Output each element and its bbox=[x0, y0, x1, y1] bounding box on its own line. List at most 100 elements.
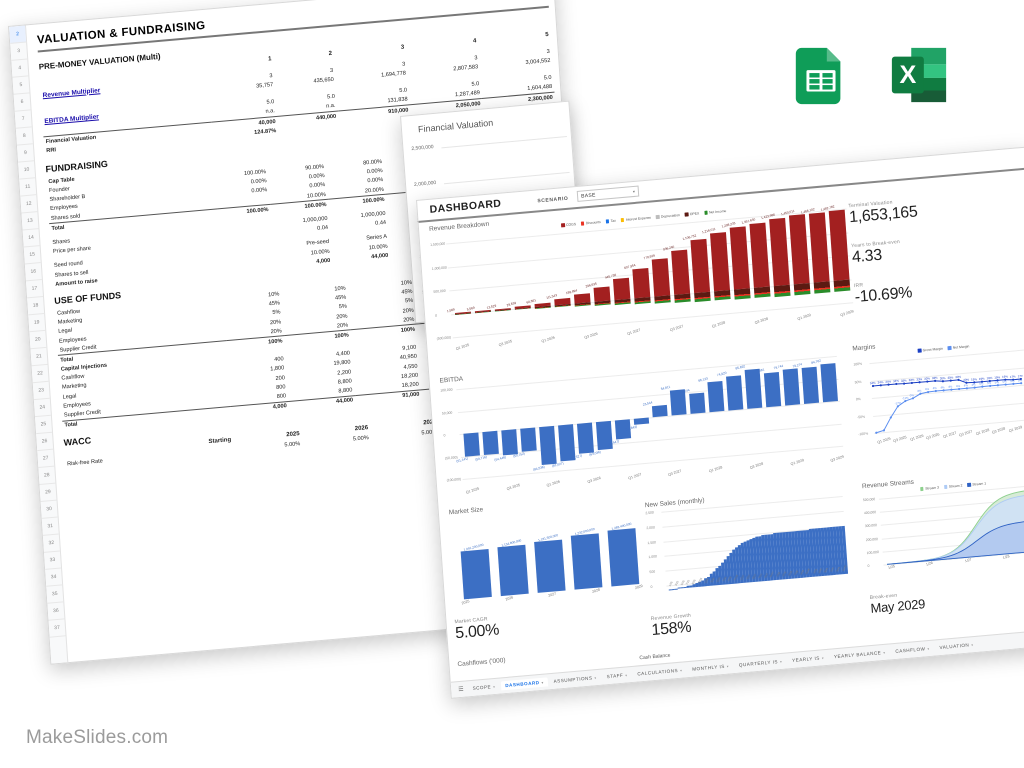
x-tick: 1/25 bbox=[887, 564, 896, 571]
bar-rect bbox=[764, 372, 782, 408]
legend-item: Tax bbox=[605, 218, 617, 224]
row-number[interactable]: 24 bbox=[33, 398, 51, 418]
x-tick: Q3 2025 bbox=[498, 339, 513, 348]
row-number[interactable]: 5 bbox=[12, 76, 30, 95]
tab-valuation[interactable]: VALUATION ▾ bbox=[935, 640, 978, 653]
x-tick: Q1 2028 bbox=[711, 320, 727, 329]
row-number[interactable]: 32 bbox=[42, 534, 60, 553]
excel-icon[interactable]: X bbox=[888, 44, 950, 106]
row-number[interactable]: 36 bbox=[47, 602, 65, 621]
legend-label: Stream 3 bbox=[925, 485, 940, 491]
row-number[interactable]: 20 bbox=[29, 330, 47, 350]
chevron-down-icon[interactable]: ▾ bbox=[625, 672, 628, 678]
x-tick: Q3 2027 bbox=[668, 468, 683, 477]
row-number[interactable]: 11 bbox=[19, 178, 37, 197]
scenario-select[interactable]: BASE ▾ bbox=[576, 185, 640, 202]
tab-label: VALUATION bbox=[939, 642, 970, 651]
google-sheets-icon[interactable] bbox=[790, 44, 852, 106]
tab-quarterly-is[interactable]: QUARTERLY IS ▾ bbox=[735, 657, 787, 670]
svg-text:4%: 4% bbox=[956, 384, 961, 388]
row-number[interactable]: 7 bbox=[14, 110, 32, 129]
row-number[interactable]: 15 bbox=[23, 246, 41, 265]
chevron-down-icon[interactable]: ▾ bbox=[883, 650, 886, 655]
legend-swatch bbox=[561, 223, 565, 228]
chevron-down-icon[interactable]: ▾ bbox=[779, 659, 783, 664]
bar-rect bbox=[577, 422, 594, 455]
bar[interactable]: 1,232,000,000 bbox=[567, 515, 605, 590]
svg-text:20%: 20% bbox=[963, 377, 969, 382]
chevron-down-icon[interactable]: ▾ bbox=[492, 684, 496, 689]
row-number[interactable]: 30 bbox=[40, 500, 58, 519]
row-number[interactable]: 6 bbox=[13, 93, 31, 112]
row-number[interactable]: 22 bbox=[31, 364, 49, 384]
tab-assumptions[interactable]: ASSUMPTIONS ▾ bbox=[549, 673, 601, 686]
row-number[interactable]: 19 bbox=[28, 313, 46, 333]
tab-yearly-balance[interactable]: YEARLY BALANCE ▾ bbox=[830, 647, 890, 661]
svg-text:34%: 34% bbox=[877, 380, 883, 385]
row-number[interactable]: 21 bbox=[30, 347, 48, 367]
row-number[interactable]: 34 bbox=[45, 568, 63, 587]
chevron-down-icon[interactable]: ▾ bbox=[594, 675, 597, 680]
margins-chart[interactable]: 100% 50% 0% -50% -100% 34% 34% 34% 34% 33% 33% 33% 3… bbox=[853, 345, 1024, 453]
row-number[interactable]: 12 bbox=[20, 195, 38, 214]
legend-label: Tax bbox=[610, 218, 617, 224]
chevron-down-icon[interactable]: ▾ bbox=[927, 646, 930, 651]
tab-dashboard[interactable]: DASHBOARD ▾ bbox=[500, 677, 548, 691]
tab-monthly-is[interactable]: MONTHLY IS ▾ bbox=[688, 661, 733, 674]
tab-scope[interactable]: SCOPE ▾ bbox=[468, 682, 499, 694]
row-number[interactable]: 14 bbox=[22, 229, 40, 248]
revenue-streams-panel: Revenue Streams Stream 3 Stream 2 Stream 1… bbox=[861, 467, 1024, 595]
chevron-down-icon[interactable]: ▾ bbox=[971, 642, 974, 647]
revenue-streams-chart[interactable]: 500,000 400,000 300,000 200,000 100,000 0 1/25… bbox=[863, 482, 1024, 584]
row-number[interactable]: 3 bbox=[10, 42, 28, 61]
chevron-down-icon[interactable]: ▾ bbox=[679, 668, 683, 673]
row-number[interactable]: 16 bbox=[24, 263, 42, 282]
tab-staff[interactable]: STAFF ▾ bbox=[602, 670, 631, 682]
dashboard-sheet[interactable]: DASHBOARD SCENARIO BASE ▾ Revenue Breakd… bbox=[416, 146, 1024, 699]
tab-label: ASSUMPTIONS bbox=[553, 675, 593, 684]
chevron-down-icon[interactable]: ▾ bbox=[541, 680, 544, 685]
svg-text:33%: 33% bbox=[924, 376, 930, 381]
row-number[interactable]: 28 bbox=[38, 466, 56, 486]
row-number[interactable]: 33 bbox=[43, 551, 62, 570]
bar[interactable]: 1,283,400,000 bbox=[604, 512, 642, 587]
tab-calculations[interactable]: CALCULATIONS ▾ bbox=[633, 665, 687, 679]
bar-segment-cogs bbox=[613, 277, 631, 300]
market-size-chart[interactable]: 1,091,200,000 1,134,800,000 1,181,500,000 1… bbox=[449, 502, 645, 614]
row-number[interactable]: 13 bbox=[21, 212, 39, 231]
row-number[interactable]: 37 bbox=[48, 619, 66, 638]
row-number[interactable]: 25 bbox=[34, 415, 53, 435]
row-number[interactable]: 4 bbox=[11, 59, 29, 78]
legend-item: Net Margin bbox=[947, 344, 969, 350]
bar[interactable]: 1,134,800,000 bbox=[493, 522, 531, 597]
bar-rect bbox=[607, 528, 640, 587]
row-number[interactable]: 10 bbox=[18, 161, 36, 180]
row-number[interactable]: 31 bbox=[41, 517, 59, 536]
tab-yearly-is[interactable]: YEARLY IS ▾ bbox=[788, 653, 829, 665]
legend-label: Discounts bbox=[585, 219, 601, 226]
tab-cashflow[interactable]: CASHFLOW ▾ bbox=[891, 644, 934, 657]
row-number[interactable]: 29 bbox=[39, 483, 57, 502]
margins-panel: Margins Gross Margin Net Margin 100% 50% 0%… bbox=[852, 329, 1024, 464]
new-sales-chart[interactable]: 2,500 2,000 1,500 1,000 500 0 1/25 3/25 5/25 7/25… bbox=[645, 494, 851, 607]
row-number[interactable]: 8 bbox=[15, 127, 33, 146]
row-number[interactable]: 27 bbox=[37, 449, 55, 469]
bar[interactable]: 1,091,200,000 bbox=[456, 525, 494, 600]
row-number[interactable]: 23 bbox=[32, 381, 50, 401]
chevron-down-icon[interactable]: ▾ bbox=[726, 663, 730, 669]
chevron-down-icon[interactable]: ▾ bbox=[821, 655, 825, 660]
x-tick: 2025 bbox=[461, 599, 470, 606]
bar[interactable]: 1,181,500,000 bbox=[530, 518, 568, 593]
row-number[interactable]: 9 bbox=[16, 144, 35, 163]
x-tick: 1/28 bbox=[1001, 554, 1010, 561]
row-number[interactable]: 17 bbox=[25, 280, 44, 299]
bar-segment-cogs bbox=[789, 214, 810, 284]
row-number[interactable]: 26 bbox=[36, 432, 54, 452]
sheet-tab-bar[interactable]: ☰ SCOPE ▾ DASHBOARD ▾ ASSUMPTIONS ▾ STAFF ▾ CALC… bbox=[450, 628, 1024, 698]
all-sheets-icon[interactable]: ☰ bbox=[458, 686, 464, 694]
row-number[interactable]: 35 bbox=[46, 585, 64, 604]
bar-segment-cogs bbox=[828, 209, 850, 281]
row-number[interactable]: 18 bbox=[27, 296, 45, 316]
row-number[interactable]: 2 bbox=[9, 25, 27, 44]
